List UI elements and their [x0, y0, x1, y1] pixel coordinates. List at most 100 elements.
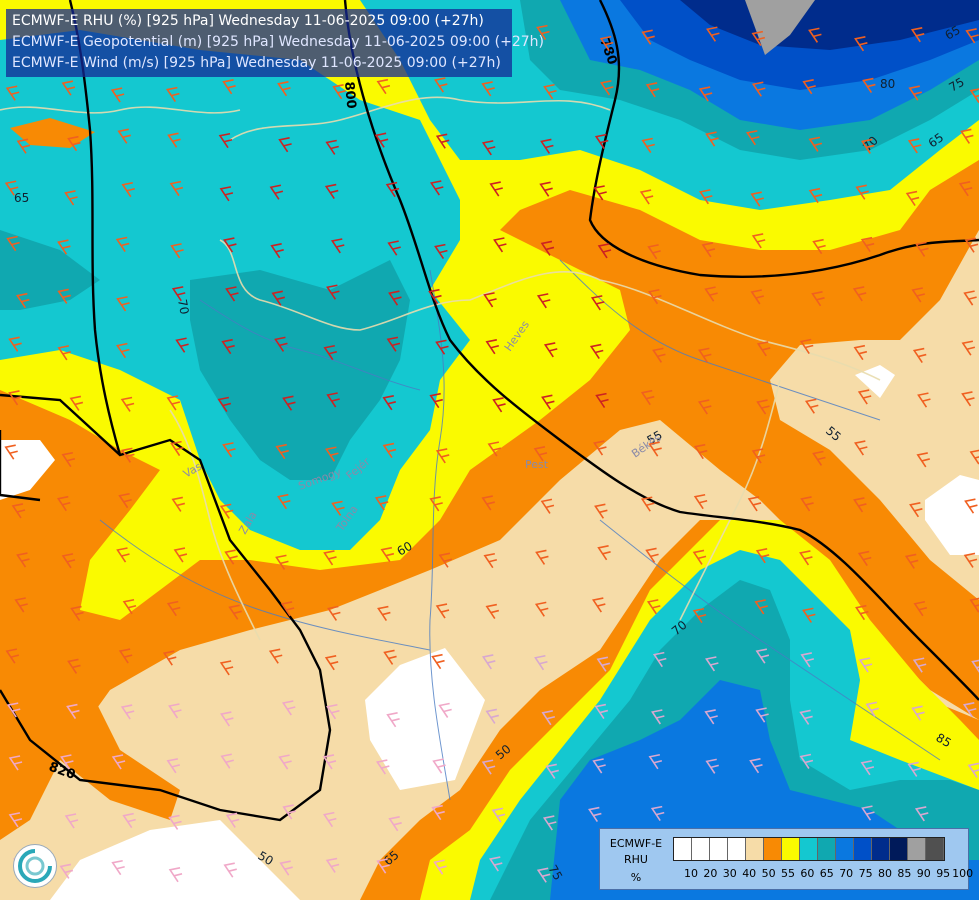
wind-barb	[697, 399, 712, 415]
wind-barb	[175, 337, 189, 353]
wind-barb	[115, 236, 130, 252]
wind-barb	[485, 708, 500, 724]
wind-barb	[388, 290, 402, 306]
wind-barb	[219, 503, 234, 519]
wind-barb	[4, 444, 18, 460]
wind-barb	[8, 812, 23, 828]
wind-barb	[812, 238, 826, 255]
wind-barb	[118, 648, 133, 664]
wind-barb	[647, 244, 661, 260]
wind-barb	[533, 446, 548, 462]
wind-barb	[755, 648, 770, 664]
wind-barb	[542, 815, 557, 831]
wind-barb	[434, 243, 448, 260]
wind-barb	[166, 86, 180, 103]
wind-barb	[543, 83, 557, 100]
wind-barb	[865, 701, 880, 717]
wind-barb	[705, 131, 719, 147]
wind-barb	[481, 759, 496, 775]
wind-barb	[692, 607, 707, 624]
wind-barb	[751, 233, 766, 249]
wind-barb	[11, 503, 26, 519]
wind-barb	[907, 761, 921, 777]
wind-barb	[543, 342, 558, 358]
wind-barb	[382, 395, 396, 411]
wind-barb	[855, 184, 869, 200]
wind-barb	[168, 703, 182, 719]
wind-barb	[228, 604, 242, 620]
wind-barb	[280, 601, 295, 617]
wind-barb	[962, 702, 977, 718]
wind-barb	[907, 138, 922, 154]
ogimet-logo-icon	[13, 844, 57, 888]
wind-barb	[388, 816, 402, 832]
wind-barb	[958, 181, 973, 197]
wind-barb	[599, 35, 614, 52]
wind-barb	[121, 181, 135, 198]
wind-barb	[590, 295, 605, 311]
wind-barb	[593, 185, 607, 201]
contour-label-85: 85	[934, 730, 954, 750]
wind-barb	[325, 857, 340, 873]
wind-barb	[652, 347, 666, 363]
legend-swatch	[710, 838, 728, 860]
wind-barb	[808, 27, 822, 43]
wind-barb	[59, 863, 74, 879]
legend-unit: %	[630, 871, 642, 884]
legend-swatch	[854, 838, 872, 860]
contour-label-65-w: 65	[14, 191, 29, 205]
wind-barb	[275, 443, 289, 460]
wind-barb	[220, 753, 234, 769]
wind-barb	[799, 550, 813, 566]
wind-barb	[431, 804, 445, 821]
wind-barb	[597, 545, 611, 561]
legend-swatch	[746, 838, 764, 860]
wind-barb	[322, 754, 337, 770]
wind-barb	[331, 500, 345, 516]
wind-barb	[324, 655, 339, 671]
wind-barb	[804, 398, 819, 414]
wind-barb	[122, 598, 137, 615]
legend-tick-label: 85	[897, 867, 912, 880]
place-label-pest: Pest	[525, 458, 549, 471]
wind-barb	[812, 450, 826, 466]
legend-swatch	[800, 838, 818, 860]
legend-swatch	[692, 838, 710, 860]
legend-tick-label: 30	[722, 867, 737, 880]
wind-barb	[799, 338, 814, 354]
wind-barb	[481, 654, 496, 670]
wind-barb	[591, 597, 606, 613]
wind-barb	[799, 709, 813, 725]
wind-barb	[377, 605, 391, 621]
wind-barb	[541, 709, 556, 726]
wind-barb	[593, 440, 607, 456]
legend-swatch	[926, 838, 944, 860]
wind-barb	[645, 547, 659, 563]
wind-barb	[857, 550, 872, 567]
wind-barb	[374, 132, 389, 148]
wind-barb	[640, 496, 655, 512]
wind-barb	[275, 554, 289, 570]
wind-barb	[854, 36, 868, 52]
wind-barb	[964, 237, 979, 253]
wind-barb	[219, 186, 234, 202]
wind-barb	[808, 136, 823, 152]
wind-barb	[326, 284, 340, 300]
legend-tick-label: 90	[916, 867, 931, 880]
wind-barb	[535, 549, 549, 565]
wind-barb	[704, 286, 718, 302]
wind-barb	[435, 339, 449, 355]
contour-label-75-s: 75	[545, 863, 565, 883]
wind-barb	[594, 703, 609, 719]
country-borders	[0, 96, 881, 641]
wind-barb	[536, 293, 551, 309]
wind-barb	[488, 856, 503, 872]
wind-barb	[541, 394, 555, 410]
wind-barb	[539, 181, 553, 197]
wind-barb	[4, 180, 19, 196]
wind-barb	[222, 79, 236, 95]
wind-barb	[860, 236, 875, 253]
wind-barb	[594, 133, 609, 150]
wind-barb	[751, 448, 766, 464]
wind-barb	[432, 758, 446, 774]
